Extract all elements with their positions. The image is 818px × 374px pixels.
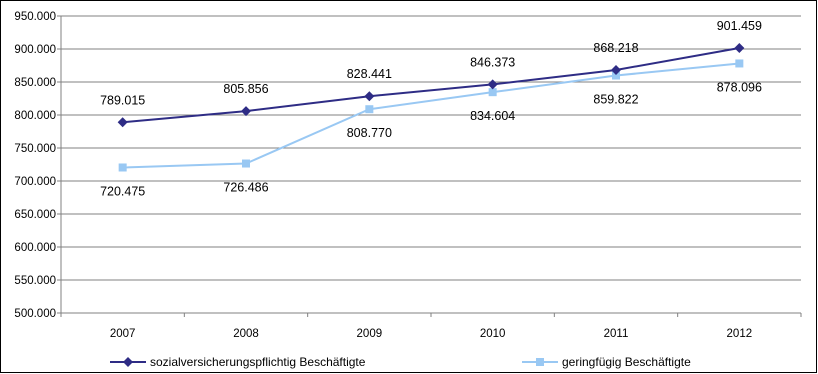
x-tick-label: 2012 — [727, 328, 753, 340]
legend: sozialversicherungspflichtig Beschäftigt… — [110, 355, 691, 369]
data-point-1 — [364, 91, 375, 102]
data-label: 834.604 — [470, 109, 515, 123]
data-point-2 — [488, 88, 497, 97]
gridlines — [61, 15, 801, 314]
y-tick-label: 700.000 — [14, 176, 56, 188]
data-label: 878.096 — [717, 80, 762, 94]
legend-label-2: geringfügig Beschäftigte — [562, 355, 691, 369]
y-tick-label: 750.000 — [14, 143, 56, 155]
data-point-2 — [118, 163, 127, 172]
y-tick-label: 850.000 — [14, 77, 56, 89]
y-tick-label: 900.000 — [14, 44, 56, 56]
data-point-1 — [241, 106, 251, 117]
data-point-1 — [487, 79, 498, 90]
y-tick-label: 950.000 — [14, 11, 56, 23]
x-axis-ticks: 2007 2008 2009 2010 2011 2012 — [60, 313, 802, 340]
data-point-1 — [734, 43, 745, 54]
x-tick-label: 2009 — [357, 328, 383, 340]
data-label: 726.486 — [223, 181, 268, 195]
legend-label-1: sozialversicherungspflichtig Beschäftigt… — [150, 355, 366, 369]
data-point-2 — [242, 159, 250, 168]
x-tick-label: 2008 — [233, 328, 259, 340]
series-line-2 — [122, 62, 740, 169]
y-tick-label: 650.000 — [14, 209, 56, 221]
data-label: 846.373 — [470, 55, 515, 69]
data-point-1 — [611, 64, 621, 75]
y-tick-label: 550.000 — [14, 275, 56, 287]
y-tick-label: 600.000 — [14, 242, 56, 254]
data-label: 789.015 — [100, 93, 145, 107]
y-tick-label: 800.000 — [14, 110, 56, 122]
data-point-2 — [612, 71, 620, 80]
data-labels: 789.015 805.856 828.441 846.373 868.218 901.4… — [100, 19, 762, 198]
y-tick-label: 500.000 — [14, 308, 56, 320]
x-tick-label: 2007 — [110, 328, 136, 340]
series-group — [117, 43, 745, 172]
series-line-1 — [122, 47, 740, 124]
axes — [60, 16, 801, 314]
data-label: 808.770 — [347, 126, 392, 140]
data-label: 805.856 — [223, 82, 268, 96]
data-label: 901.459 — [717, 19, 762, 33]
data-label: 828.441 — [347, 67, 392, 81]
x-tick-label: 2010 — [480, 328, 506, 340]
data-point-2 — [365, 105, 374, 114]
x-tick-label: 2011 — [604, 328, 629, 340]
data-label: 868.218 — [593, 41, 638, 55]
legend-marker-2 — [536, 358, 544, 366]
data-point-1 — [117, 117, 128, 128]
data-label: 720.475 — [100, 184, 145, 198]
legend-marker-1 — [123, 357, 133, 367]
data-label: 859.822 — [593, 93, 638, 107]
y-axis-ticks: 500.000 550.000 600.000 650.000 700.000 750.0… — [14, 11, 61, 320]
data-point-2 — [735, 59, 744, 68]
